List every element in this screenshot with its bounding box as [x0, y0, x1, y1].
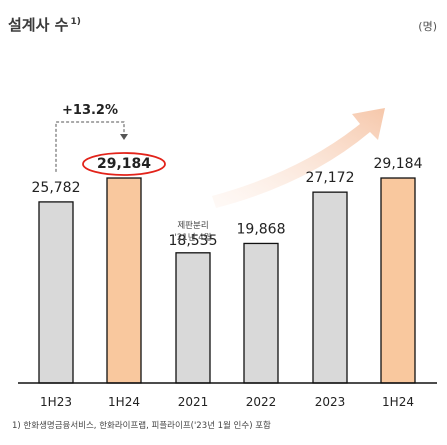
- chart-title: 설계사 수 1): [8, 14, 81, 35]
- bar-1: [38, 201, 74, 384]
- x-tick-label-5: 2023: [315, 395, 346, 409]
- x-tick-label-4: 2022: [246, 395, 277, 409]
- value-label-1: 25,782: [32, 180, 81, 196]
- trend-arrow-icon: [212, 108, 385, 208]
- value-label-4: 19,868: [237, 221, 286, 237]
- growth-arrowhead-icon: [120, 134, 128, 140]
- bar-2: [106, 177, 142, 384]
- footnote: 1) 한화생명금융서비스, 한화라이프랩, 피플라이프('23년 1월 인수) …: [12, 421, 271, 431]
- x-tick-label-3: 2021: [178, 395, 209, 409]
- title-footnote-marker: 1): [70, 17, 81, 27]
- value-label-5: 27,172: [306, 170, 355, 186]
- bar-4: [243, 242, 279, 384]
- x-tick-label-6: 1H24: [382, 395, 414, 409]
- unit-label: (명): [418, 20, 437, 33]
- bar-6: [380, 177, 416, 384]
- value-label-6: 29,184: [374, 156, 423, 172]
- bar-5: [312, 191, 348, 384]
- value-label-2: 29,184: [97, 156, 151, 172]
- highlight-ellipse: [82, 152, 166, 176]
- bar-note-line-1: 제판분리: [177, 221, 208, 231]
- bar-3: [175, 252, 211, 384]
- growth-label: +13.2%: [62, 103, 118, 118]
- value-label-3: 18,535: [169, 233, 218, 249]
- x-tick-label-1: 1H23: [40, 395, 72, 409]
- bar-note-line-2: '21년 4월: [175, 232, 212, 243]
- chart-title-text: 설계사 수: [8, 16, 69, 34]
- x-tick-label-2: 1H24: [108, 395, 140, 409]
